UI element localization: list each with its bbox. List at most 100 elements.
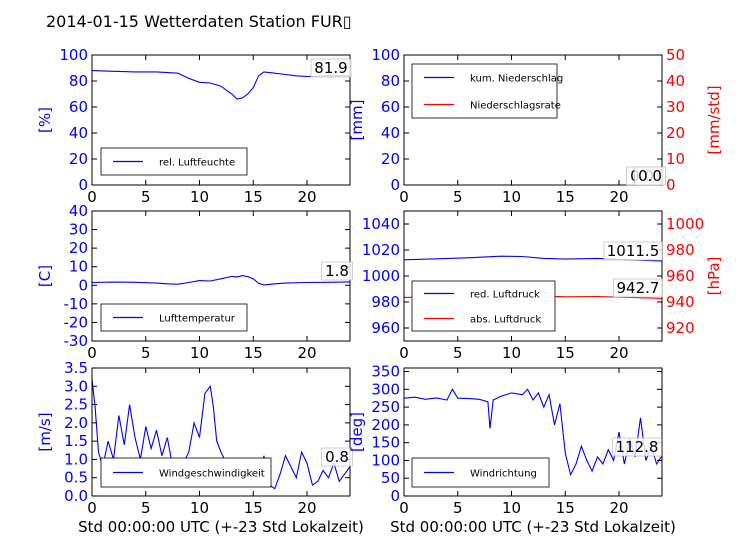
y-tick-label-right: 30	[666, 98, 685, 116]
y-tick-label-right: 980	[666, 241, 695, 259]
y-tick-label: -30	[64, 332, 89, 350]
y-axis-label: [C]	[36, 265, 54, 287]
y-tick-label: 40	[381, 124, 400, 142]
x-tick-label: 20	[297, 188, 316, 206]
y-tick-label: 80	[69, 72, 88, 90]
value-label-box	[612, 437, 662, 457]
x-tick-label: 20	[297, 344, 316, 362]
y-tick-label: 60	[381, 98, 400, 116]
plot-frame	[91, 367, 351, 497]
value-label-box	[603, 241, 663, 261]
page-title: 2014-01-15 Wetterdaten Station FUR▯	[46, 12, 352, 31]
series-line-4-0	[92, 378, 350, 490]
x-axis-label-right: Std 00:00:00 UTC (+-23 Std Lokalzeit)	[390, 518, 676, 536]
y-tick-label: 3.5	[64, 359, 88, 377]
y-tick-label: 20	[69, 239, 88, 257]
y-tick-label: 20	[381, 150, 400, 168]
x-tick-label: 15	[244, 188, 263, 206]
y-tick-label: 0	[78, 176, 88, 194]
y-tick-label: 50	[381, 469, 400, 487]
series-line-0-0	[92, 70, 350, 100]
y-axis-label-right: [hPa]	[705, 257, 723, 296]
y-axis-label: [mm]	[348, 100, 366, 141]
chart-panel-1: 0 5 10 15 20 0 20 40 60 80 100 0 10 20 30 40 50 [mm] [mm/s…	[348, 46, 723, 206]
value-label-box	[634, 166, 666, 186]
value-label: 81.9	[314, 59, 347, 77]
value-label: 0.0	[638, 167, 662, 185]
legend-label: Niederschlagsrate	[470, 101, 561, 112]
x-tick-label: 5	[141, 344, 151, 362]
y-tick-label: -20	[64, 313, 89, 331]
y-tick-label: 30	[69, 221, 88, 239]
y-tick-label: 100	[371, 451, 400, 469]
y-tick-label: -10	[64, 295, 89, 313]
x-tick-label: 5	[453, 344, 463, 362]
x-axis-label-left: Std 00:00:00 UTC (+-23 Std Lokalzeit)	[78, 518, 364, 536]
value-label: 1011.5	[607, 242, 660, 260]
y-tick-label-right: 920	[666, 319, 695, 337]
x-tick-label: 10	[502, 499, 521, 517]
y-tick-label: 250	[371, 398, 400, 416]
value-label-box	[613, 278, 663, 298]
x-tick-label: 10	[190, 344, 209, 362]
y-axis-label-right: [mm/std]	[705, 85, 723, 154]
chart-panel-5: 0 5 10 15 20050100150200250300350[deg]Windri…	[348, 363, 663, 517]
x-tick-label: 20	[609, 499, 628, 517]
legend: rel. Luftfeuchte	[100, 147, 248, 176]
x-tick-label: 15	[244, 499, 263, 517]
legend-label: red. Luftdruck	[470, 290, 540, 301]
y-tick-label: 0	[78, 276, 88, 294]
x-tick-label: 5	[453, 188, 463, 206]
y-tick-label-right: 960	[666, 267, 695, 285]
x-tick-label: 15	[556, 344, 575, 362]
y-tick-label: 10	[69, 258, 88, 276]
y-tick-label: 1020	[362, 241, 400, 259]
x-tick-label: 0	[87, 499, 97, 517]
chart-panel-2: 0 5 10 15 20-30-20-10010203040[C]Lufttempera…	[36, 202, 353, 362]
value-label: 1.8	[325, 262, 349, 280]
y-tick-label-right: 1000	[666, 215, 704, 233]
y-axis-label: [%]	[36, 107, 54, 133]
x-tick-label: 15	[556, 499, 575, 517]
chart-panel-0: 0 5 10 15 20 0 20 40 60 80 100 [%] rel. Luftfeuchte 8…	[36, 46, 352, 206]
x-tick-label: 20	[609, 344, 628, 362]
y-tick-label: 0	[390, 176, 400, 194]
legend: red. Luftdruck abs. Luftdruck	[411, 280, 556, 332]
legend: kum. Niederschlag Niederschlagsrate	[411, 63, 563, 119]
y-tick-label: 100	[59, 46, 88, 64]
legend-label: rel. Luftfeuchte	[159, 158, 235, 169]
value-label: 0.8	[325, 448, 349, 466]
y-tick-label: 980	[371, 293, 400, 311]
y-tick-label-right: 50	[666, 46, 685, 64]
y-tick-label: 150	[371, 434, 400, 452]
value-label: 942.7	[617, 279, 660, 297]
y-tick-label: 20	[69, 150, 88, 168]
x-tick-label: 15	[556, 188, 575, 206]
plot-frame	[91, 54, 351, 186]
y-tick-label: 40	[69, 202, 88, 220]
x-tick-label: 0	[399, 188, 409, 206]
chart-panel-4: 0 5 10 15 20 0.00.51.01.52.02.53.03.5 [m/s] Win…	[36, 359, 353, 517]
legend-label: Windgeschwindigkeit	[159, 469, 265, 480]
y-tick-label-right: 0	[666, 176, 676, 194]
y-tick-label: 0.5	[64, 469, 88, 487]
y-tick-label: 350	[371, 363, 400, 381]
legend: Lufttemperatur	[100, 303, 248, 332]
series-line-2-0	[92, 275, 350, 286]
x-tick-label: 0	[399, 344, 409, 362]
y-tick-label-right: 40	[666, 72, 685, 90]
y-tick-label: 1040	[362, 215, 400, 233]
y-tick-label: 1000	[362, 267, 400, 285]
plot-frame	[403, 54, 663, 186]
y-tick-label: 60	[69, 98, 88, 116]
y-tick-label: 0	[390, 487, 400, 505]
y-tick-label: 1.5	[64, 432, 88, 450]
x-tick-label: 5	[453, 499, 463, 517]
legend: Windgeschwindigkeit	[100, 457, 272, 488]
y-tick-label: 960	[371, 319, 400, 337]
y-tick-label-right: 20	[666, 124, 685, 142]
x-tick-label: 15	[244, 344, 263, 362]
plot-frame	[403, 367, 663, 497]
value-label-box	[321, 261, 353, 281]
